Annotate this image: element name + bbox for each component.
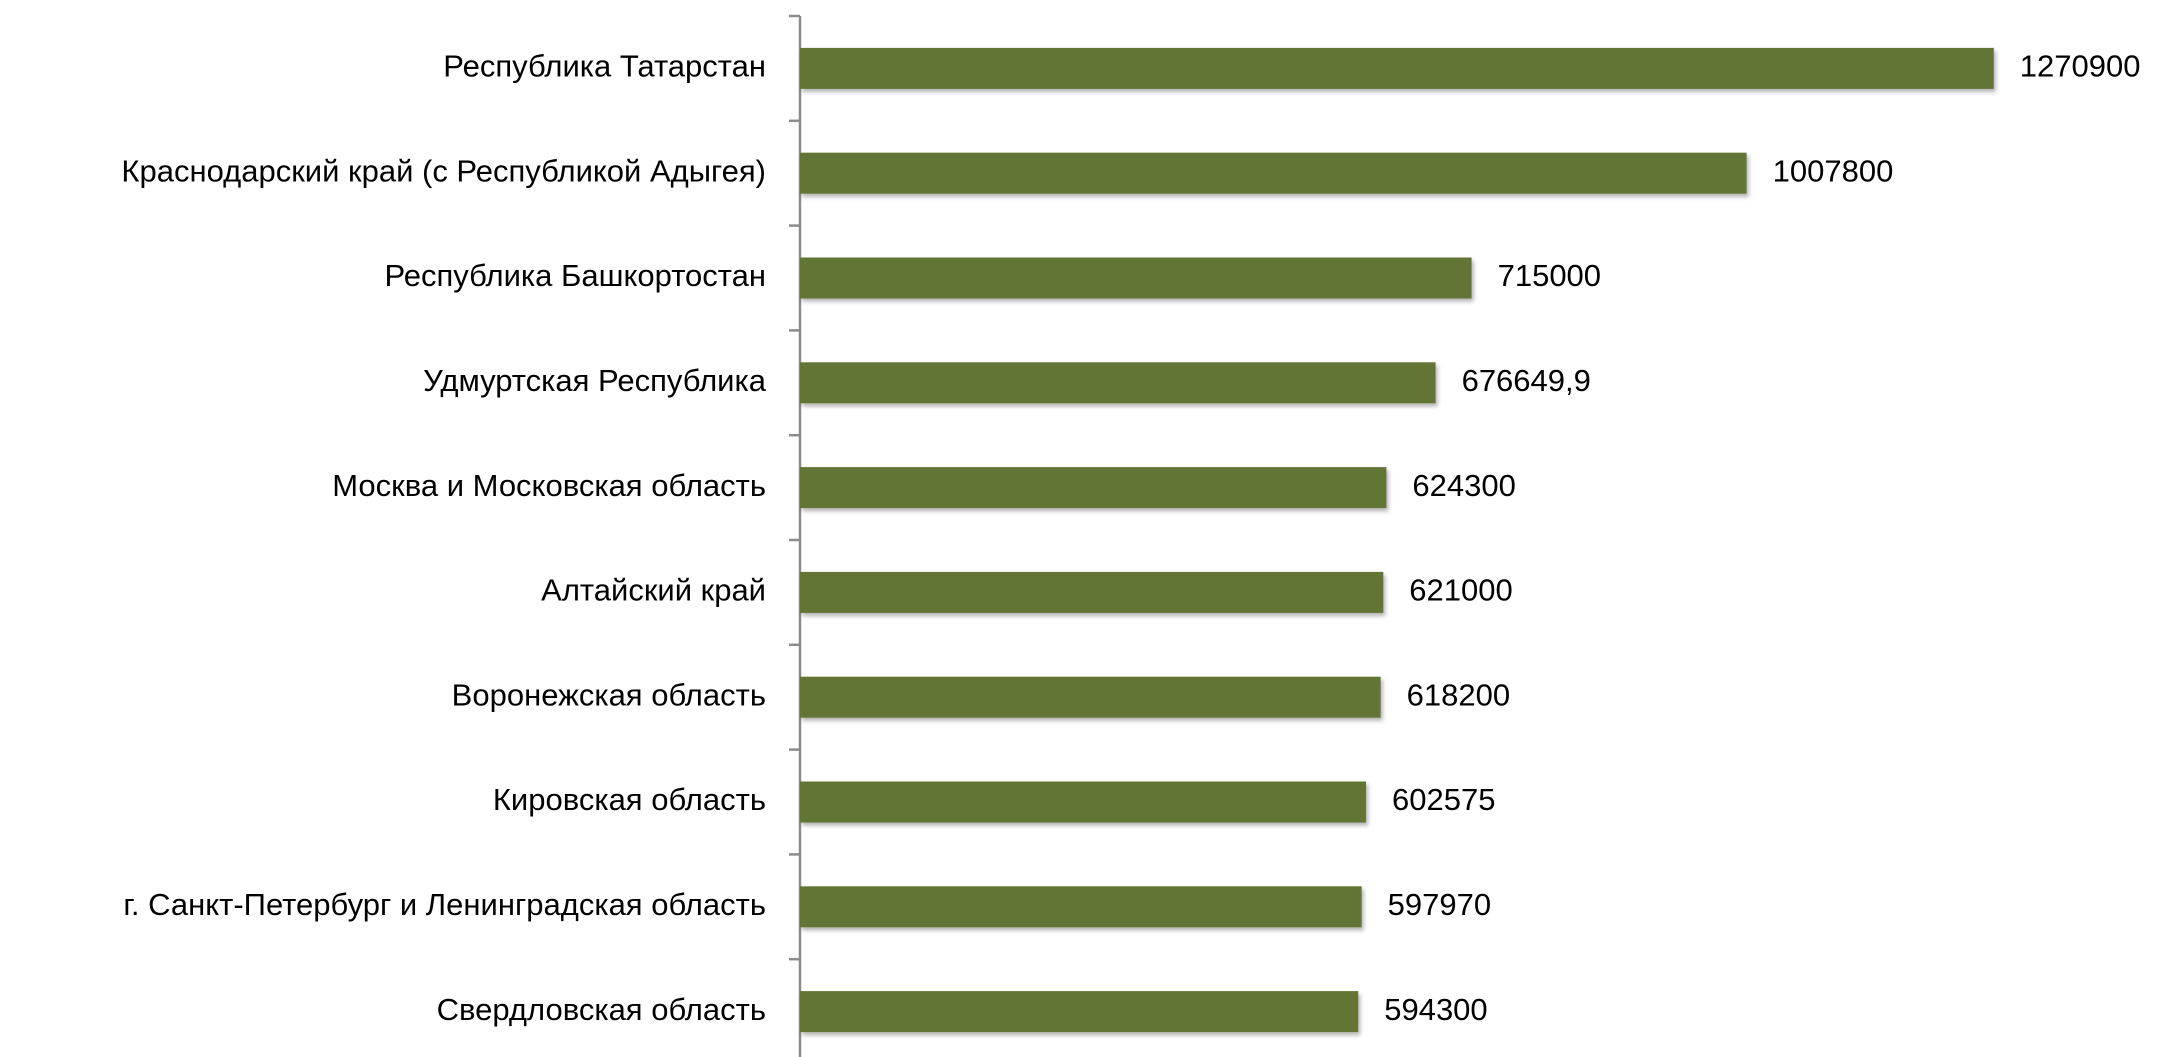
data-label: 715000: [1498, 258, 1601, 293]
bar: [800, 257, 1472, 299]
y-tick-label: Москва и Московская область: [332, 468, 766, 503]
y-tick-label: Республика Татарстан: [443, 49, 766, 84]
data-label: 1007800: [1773, 153, 1894, 188]
data-label: 621000: [1409, 573, 1512, 608]
y-tick-label: Удмуртская Республика: [423, 363, 767, 398]
bar: [800, 47, 1994, 89]
data-label: 618200: [1407, 677, 1510, 712]
y-tick-label: Краснодарский край (с Республикой Адыгея…: [121, 153, 766, 188]
data-label: 594300: [1384, 992, 1487, 1027]
data-label: 676649,9: [1462, 363, 1591, 398]
bar: [800, 781, 1367, 823]
bar: [800, 362, 1436, 404]
data-label: 1270900: [2020, 49, 2141, 84]
y-tick-label: Республика Башкортостан: [384, 258, 766, 293]
data-label: 597970: [1388, 887, 1491, 922]
bar: [800, 676, 1381, 718]
bar: [800, 152, 1747, 194]
y-tick-label: Свердловская область: [437, 992, 766, 1027]
data-label: 624300: [1412, 468, 1515, 503]
data-label: 602575: [1392, 782, 1495, 817]
bar: [800, 991, 1359, 1033]
bar: [800, 571, 1384, 613]
y-tick-label: Алтайский край: [541, 573, 766, 608]
y-tick-label: Кировская область: [493, 782, 766, 817]
bar: [800, 467, 1387, 509]
y-tick-label: г. Санкт-Петербург и Ленинградская облас…: [123, 887, 766, 922]
y-tick-label: Воронежская область: [452, 677, 766, 712]
bar: [800, 886, 1362, 928]
